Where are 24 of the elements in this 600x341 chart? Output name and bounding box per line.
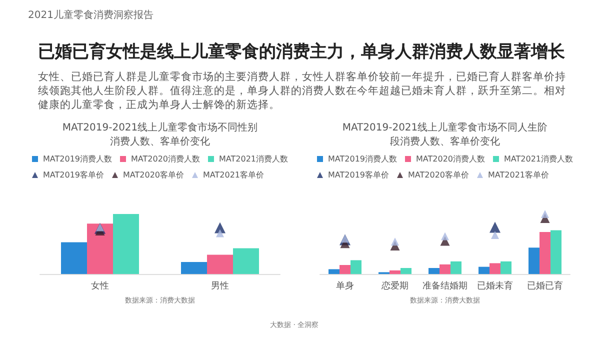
x-tick-label: 单身 [336, 280, 354, 292]
x-tick-label: 已婚未育 [477, 280, 513, 292]
legend-label: MAT2019客单价 [43, 170, 104, 180]
x-tick-label: 男性 [211, 280, 229, 292]
legend-label: MAT2021客单价 [488, 170, 549, 180]
legend-label: MAT2021消费人数 [219, 154, 288, 164]
legend-label: MAT2021消费人数 [504, 154, 573, 164]
legend-label: MAT2019消费人数 [328, 154, 397, 164]
legend-label: MAT2019消费人数 [43, 154, 112, 164]
legend-label: MAT2020客单价 [123, 170, 184, 180]
legend-label: MAT2021客单价 [203, 170, 264, 180]
legend-label: MAT2019客单价 [328, 170, 389, 180]
chart-title: MAT2019-2021线上儿童零食市场不同人生阶段消费人数、客单价变化 [342, 122, 548, 148]
text: 2021儿童零食消费洞察报告 [28, 8, 154, 22]
legend-label: MAT2020消费人数 [131, 154, 200, 164]
text: 女性、已婚已育人群是儿童零食市场的主要消费人群，女性人群客单价较前一年提升，已婚已育人群客单价持续领跑其他人生阶段人群。值得注意的是，单身人群的消费人数在今年超越已婚未育人群，跃升至第二。相对健康的儿童零食，正成为单身人士解馋的新选择。 [38, 70, 567, 112]
x-tick-label: 恋爱期 [380, 280, 408, 292]
legend-label: MAT2020客单价 [408, 170, 469, 180]
x-tick-label: 准备结婚期 [422, 280, 468, 292]
x-tick-label: 女性 [91, 280, 109, 292]
legend-label: MAT2020消费人数 [416, 154, 485, 164]
chart-title: MAT2019-2021线上儿童零食市场不同性别消费人数、客单价变化 [62, 122, 258, 148]
text: 已婚已育女性是线上儿童零食的消费主力，单身人群消费人数显著增长 [38, 41, 565, 63]
x-tick-label: 已婚已育 [527, 280, 563, 292]
